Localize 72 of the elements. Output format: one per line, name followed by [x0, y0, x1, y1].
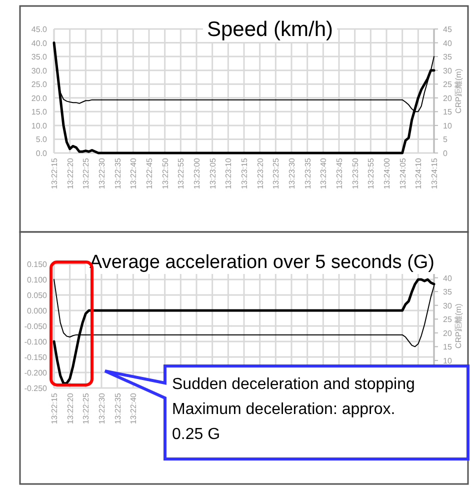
y-tick-label: -0.250 [24, 384, 48, 393]
x-tick-label: 13:23:50 [350, 157, 360, 190]
y2-tick-label: 15 [443, 108, 452, 117]
y2-tick-label: 30 [443, 66, 452, 76]
x-tick-label: 13:22:30 [98, 157, 106, 190]
y-tick-label: 35.0 [31, 52, 48, 62]
y-tick-label: -0.150 [24, 353, 48, 362]
annotation: Sudden deceleration and stopping Maximum deceleration: approx. 0.25 G [172, 376, 415, 443]
y2-tick-label: 35 [443, 288, 452, 297]
y-tick-label: 45.0 [31, 25, 48, 34]
x-tick-label: 13:22:35 [113, 157, 122, 190]
y2-tick-label: 5 [443, 135, 448, 144]
y2-axis-title: CRP距離(m) [454, 68, 463, 114]
x-tick-label: 13:22:40 [129, 157, 138, 190]
y2-tick-label: 10 [443, 356, 452, 366]
x-tick-label: 13:23:25 [272, 157, 281, 190]
y-tick-label: 0.150 [26, 260, 48, 269]
y-tick-label: -0.050 [24, 322, 48, 331]
x-tick-label: 13:22:35 [113, 392, 122, 424]
y2-tick-label: 25 [443, 315, 452, 324]
y2-tick-label: 0 [443, 149, 448, 158]
y-tick-label: 10.0 [31, 121, 48, 130]
y2-tick-label: 30 [443, 301, 452, 310]
x-tick-label: 13:24:00 [382, 157, 392, 190]
x-tick-label: 13:22:55 [176, 157, 186, 190]
x-tick-label: 13:22:15 [50, 157, 59, 190]
y-tick-label: 5.0 [36, 135, 48, 144]
y2-tick-label: 35 [443, 52, 452, 62]
x-tick-label: 13:23:35 [303, 157, 312, 190]
x-tick-label: 13:23:55 [366, 157, 376, 190]
x-tick-label: 13:22:20 [66, 157, 75, 190]
x-tick-label: 13:22:15 [50, 392, 59, 424]
x-tick-label: 13:24:10 [414, 157, 424, 190]
x-tick-label: 13:23:00 [192, 157, 202, 190]
x-tick-label: 13:23:05 [208, 157, 218, 190]
x-tick-label: 13:23:30 [288, 157, 296, 190]
x-tick-label: 13:22:45 [145, 157, 154, 190]
y-tick-label: -0.100 [24, 338, 48, 346]
y-tick-label: 25.0 [31, 80, 48, 90]
x-tick-label: 13:23:40 [319, 157, 328, 190]
y2-tick-label: 15 [443, 342, 452, 352]
y-tick-label: -0.200 [24, 368, 48, 378]
x-tick-label: 13:22:25 [82, 392, 91, 424]
x-tick-label: 13:22:25 [82, 157, 91, 190]
y-tick-label: 15.0 [31, 108, 48, 117]
x-tick-label: 13:23:45 [335, 157, 344, 190]
y-tick-label: 40.0 [31, 38, 48, 48]
y2-tick-label: 20 [443, 328, 452, 338]
chart-title: Average acceleration over 5 seconds (G) [90, 252, 434, 273]
x-tick-label: 13:23:15 [240, 157, 249, 190]
x-tick-label: 13:22:40 [129, 392, 138, 424]
chart-title: Speed (km/h) [206, 18, 334, 41]
y-tick-label: 0.100 [26, 276, 48, 284]
x-tick-label: 13:22:20 [66, 392, 75, 424]
x-tick-label: 13:24:15 [430, 157, 439, 190]
x-tick-label: 13:22:50 [160, 157, 170, 190]
x-tick-label: 13:23:20 [256, 157, 265, 190]
y2-axis-title: CRP距離(m) [454, 303, 463, 348]
y2-tick-label: 10 [443, 121, 452, 130]
y-tick-label: 20.0 [31, 94, 48, 103]
y-tick-label: 30.0 [31, 66, 48, 76]
y-tick-label: 0.000 [26, 306, 48, 316]
y-tick-label: 0.0 [36, 149, 48, 158]
y2-tick-label: 40 [443, 274, 452, 283]
x-tick-label: 13:23:10 [224, 157, 234, 190]
y-tick-label: 0.050 [26, 291, 48, 300]
x-tick-label: 13:24:05 [398, 157, 408, 190]
x-tick-label: 13:22:30 [98, 392, 106, 424]
y2-tick-label: 25 [443, 80, 452, 90]
y2-tick-label: 45 [443, 25, 452, 34]
y2-tick-label: 40 [443, 38, 452, 48]
y2-tick-label: 20 [443, 94, 452, 103]
